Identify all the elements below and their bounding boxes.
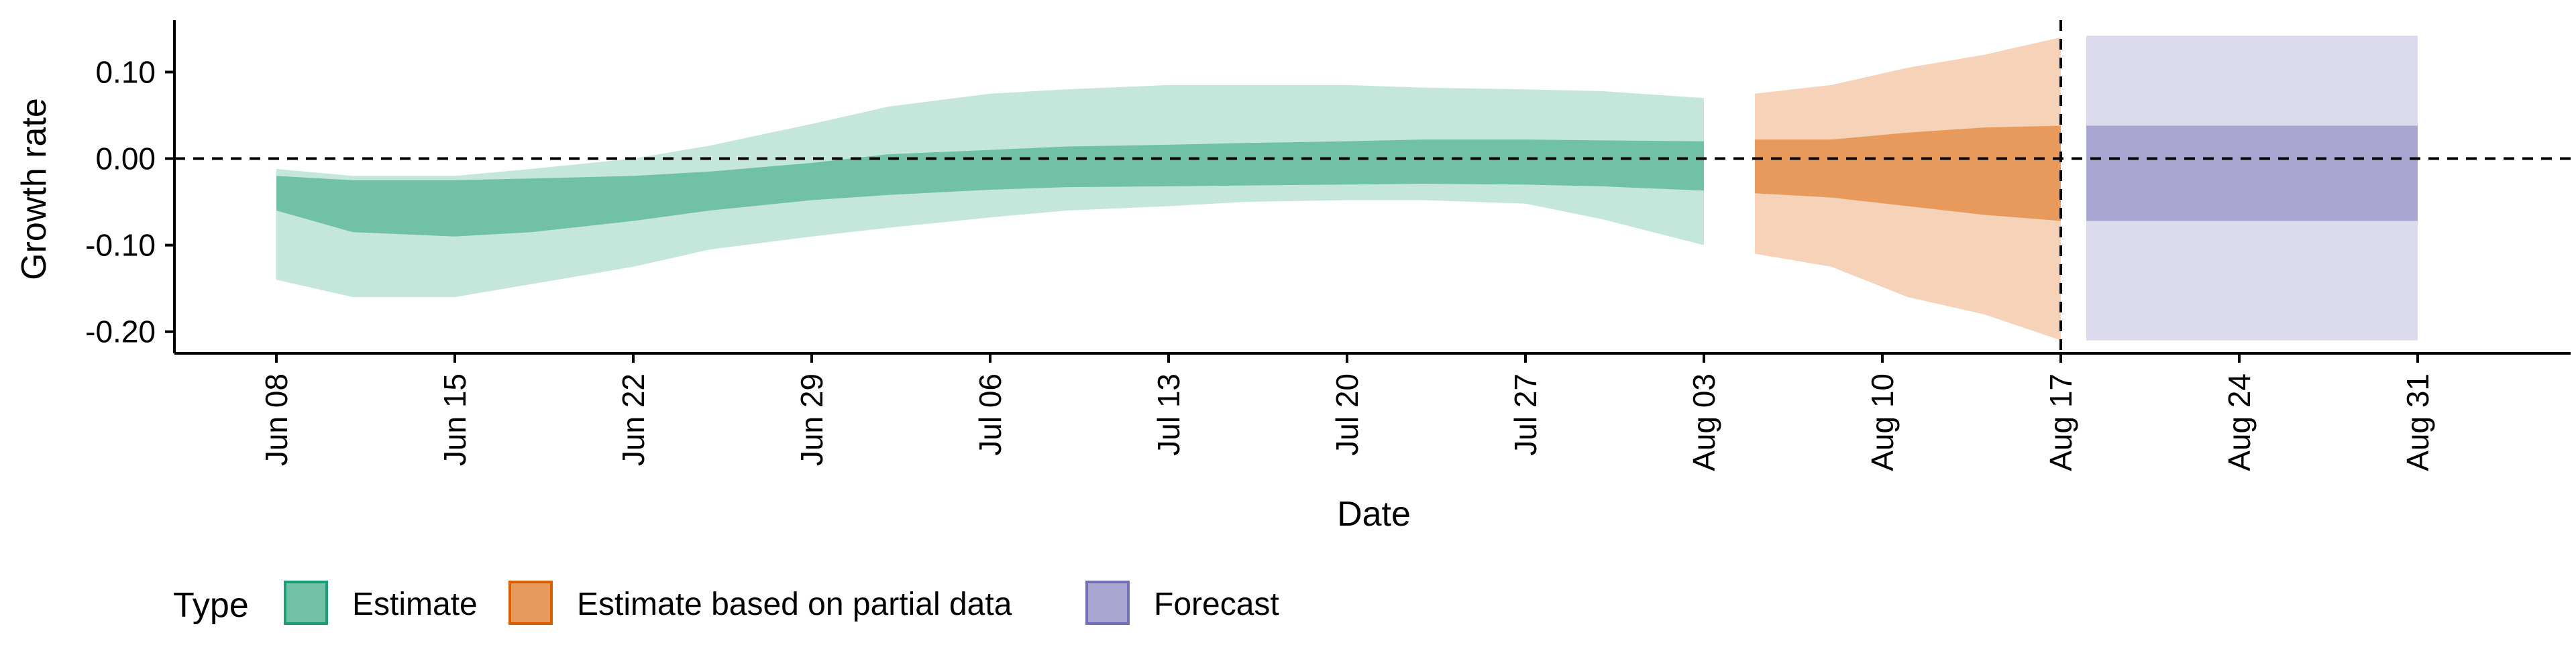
x-tick-label: Jul 20 <box>1330 373 1364 456</box>
x-tick-label: Aug 03 <box>1686 373 1721 471</box>
legend-label-forecast: Forecast <box>1154 587 1279 622</box>
legend-key-partial <box>508 581 553 625</box>
x-axis-title: Date <box>1337 495 1411 534</box>
y-tick-label: 0.10 <box>95 54 156 89</box>
bands-layer <box>276 36 2418 341</box>
legend: Type Estimate Estimate based on partial d… <box>173 581 1279 625</box>
x-tick-label: Jun 08 <box>259 373 294 466</box>
x-tick-label: Aug 17 <box>2043 373 2078 471</box>
x-tick-label: Jun 15 <box>437 373 472 466</box>
x-tick-label: Aug 10 <box>1865 373 1900 471</box>
y-tick-label: -0.20 <box>85 314 156 349</box>
x-tick-label: Jul 06 <box>973 373 1008 456</box>
legend-label-partial: Estimate based on partial data <box>577 587 1012 622</box>
y-axis-title: Growth rate <box>15 98 54 280</box>
y-tick-label: 0.00 <box>95 141 156 176</box>
legend-key-estimate <box>284 581 328 625</box>
band-50-partial <box>1755 125 2061 221</box>
x-tick-label: Jun 22 <box>616 373 651 466</box>
x-tick-label: Jun 29 <box>794 373 829 466</box>
legend-key-forecast <box>1085 581 1130 625</box>
y-tick-label: -0.10 <box>85 228 156 263</box>
band-50-forecast <box>2086 125 2418 221</box>
x-tick-label: Aug 24 <box>2222 373 2257 471</box>
legend-title: Type <box>173 586 249 625</box>
band-90-estimate <box>276 84 1704 298</box>
x-tick-label: Aug 31 <box>2400 373 2435 471</box>
band-50-estimate <box>276 139 1704 237</box>
axes-layer: 0.10 0.00 -0.10 -0.20 Jun 08 Jun 15 Jun 22 Jun … <box>85 20 2571 471</box>
x-tick-label: Jul 27 <box>1508 373 1543 456</box>
reference-lines <box>174 20 2571 353</box>
x-tick-label: Jul 13 <box>1151 373 1186 456</box>
legend-label-estimate: Estimate <box>352 587 478 622</box>
